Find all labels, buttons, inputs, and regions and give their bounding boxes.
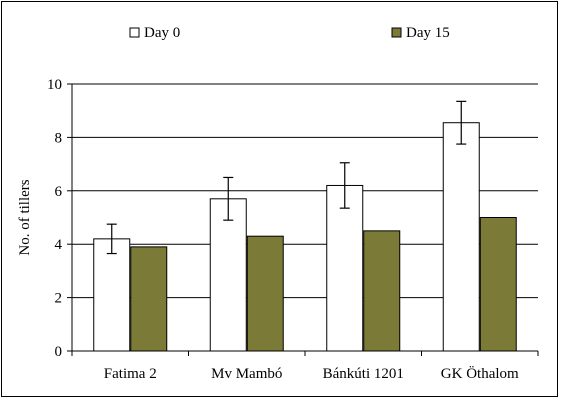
- y-tick-label-0: 0: [55, 344, 63, 360]
- legend-swatch: [391, 27, 402, 38]
- bar-day15-0: [130, 246, 168, 352]
- bar-day15-1: [246, 235, 284, 352]
- bar-day15-3: [479, 217, 517, 352]
- bar-day15-2: [363, 230, 401, 352]
- y-tick-label-6: 6: [55, 184, 63, 200]
- x-tick-label-3: GK Öthalom: [441, 365, 519, 382]
- legend-item-day0: Day 0: [129, 25, 180, 41]
- y-tick-label-2: 2: [55, 291, 63, 307]
- bar-day0-1: [209, 198, 247, 352]
- legend-swatch: [129, 27, 140, 38]
- error-bar-2: [339, 162, 350, 209]
- bar-day0-3: [442, 122, 480, 352]
- bar-day0-2: [326, 184, 364, 352]
- legend: Day 0 Day 15: [129, 25, 450, 41]
- x-tick-label-2: Bánkúti 1201: [323, 366, 404, 382]
- legend-label: Day 15: [406, 25, 450, 41]
- y-tick-label-4: 4: [55, 237, 63, 253]
- x-tick-label-1: Mv Mambó: [211, 366, 282, 382]
- x-tick-label-0: Fatima 2: [104, 366, 157, 382]
- bars: [93, 100, 517, 352]
- y-axis-title: No. of tillers: [17, 179, 33, 255]
- legend-item-day15: Day 15: [391, 25, 450, 41]
- tick-labels: 0 2 4 6 8 10 Fatima 2 Mv Mambó Bánkúti 1201 GK Öt…: [47, 77, 519, 382]
- error-bar-0: [106, 223, 117, 255]
- y-tick-label-10: 10: [47, 77, 62, 93]
- axes: [67, 83, 539, 356]
- legend-label: Day 0: [144, 25, 180, 41]
- bar-day0-0: [93, 238, 131, 352]
- y-tick-label-8: 8: [55, 130, 63, 146]
- error-bar-1: [223, 176, 234, 221]
- error-bar-3: [456, 100, 467, 145]
